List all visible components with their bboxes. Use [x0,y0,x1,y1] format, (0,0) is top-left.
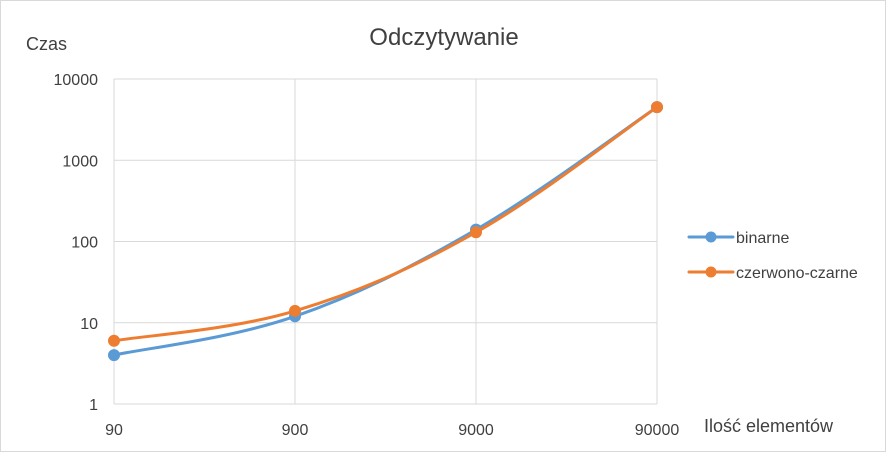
x-tick-label-2: 9000 [458,422,494,439]
data-point-series-1-point-2 [470,226,482,239]
legend-label-czerwono-czarne: czerwono-czarne [736,265,858,282]
chart-tick-layer: 1 10 100 1000 10000 90 900 9000 90000 [54,72,680,439]
data-point-series-0-point-0 [108,349,120,362]
y-axis-label: Czas [26,34,67,54]
data-point-series-1-point-1 [289,304,301,317]
y-tick-label-3: 1000 [62,153,98,170]
legend-label-binarne: binarne [736,230,789,247]
series-binarne [108,101,663,362]
y-tick-label-2: 100 [71,235,98,252]
series-line-1 [112,105,659,343]
legend-marker-czerwono-czarne [705,266,717,278]
series-czerwono-czarne [108,101,663,347]
x-tick-label-1: 900 [282,422,309,439]
chart-title: Odczytywanie [369,24,518,51]
chart-series-layer [108,101,663,362]
legend-marker-binarne [705,231,717,243]
x-tick-label-0: 90 [105,422,123,439]
x-axis-label: Ilość elementów [704,416,834,436]
y-tick-label-4: 10000 [54,72,99,89]
data-point-series-1-point-0 [108,334,120,347]
y-tick-label-0: 1 [89,397,98,414]
chart-legend: binarne czerwono-czarne [687,230,858,282]
series-line-0 [112,105,659,357]
data-point-series-1-point-3 [651,101,663,114]
x-tick-label-3: 90000 [635,422,680,439]
chart-grid [113,78,658,405]
y-tick-label-1: 10 [80,316,98,333]
